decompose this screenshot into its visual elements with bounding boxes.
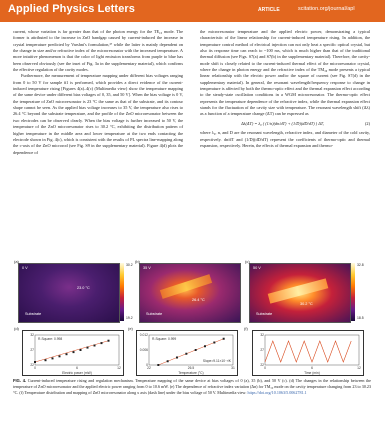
voltage-label: 35 V <box>143 266 151 270</box>
plot-frame <box>264 334 360 366</box>
multimedia-link[interactable]: https://doi.org/10.1063/5.0062781.1 <box>247 389 307 395</box>
panel-c-label: (c) <box>245 259 250 264</box>
rsquare-annotation: R-Square: 0.998 <box>38 337 62 341</box>
data-point <box>44 359 47 362</box>
x-tick-label: 12 <box>117 366 121 370</box>
data-point <box>213 341 216 344</box>
journal-header: Applied Physics Letters ARTICLE scitatio… <box>0 0 385 22</box>
caption-figure-number: FIG. 4. <box>13 378 27 383</box>
data-point <box>51 357 54 360</box>
substrate-label: Substrate <box>25 312 42 316</box>
x-tick-label: 22 <box>147 366 151 370</box>
microrod-hotspot <box>267 278 329 304</box>
panel-f-label: (f) <box>244 326 248 331</box>
data-point <box>79 349 82 351</box>
y-tick-label: 22 <box>30 363 34 367</box>
fit-line <box>158 338 224 366</box>
rsquare-annotation: R-Square: 0.999 <box>152 337 176 341</box>
thermal-image-b: 35 V 26.4 °C Substrate <box>139 263 241 323</box>
x-axis-label: Temperature (°C) <box>178 371 203 375</box>
colorbar-max: 30.2 <box>126 263 133 267</box>
y-tick-label: 27 <box>30 348 34 352</box>
thermal-image-c: 50 V 30.2 °C Substrate <box>249 263 351 323</box>
colorbar-min: 19.2 <box>126 316 133 320</box>
colorbar-min: 18.5 <box>357 316 364 320</box>
x-tick-label: 6 <box>311 366 313 370</box>
data-point <box>86 346 89 349</box>
series-line <box>264 340 352 363</box>
x-tick-label: 0 <box>264 366 266 370</box>
data-point <box>100 342 103 345</box>
y-tick-label: 0 <box>146 363 148 367</box>
plot-frame <box>148 334 234 366</box>
colorbar <box>351 263 355 321</box>
paragraph: Furthermore, the measurement of temperat… <box>13 73 183 155</box>
panel-e-label: (e) <box>128 326 133 331</box>
right-column: the microresonator temperature and the a… <box>200 29 370 149</box>
temperature-reading: 23.0 °C <box>77 286 90 290</box>
y-tick-label: 27 <box>260 348 264 352</box>
plot-f-temperature-profile: 0 6 12 22 27 32 Time (min) <box>252 330 364 376</box>
left-column: current, whose variation is far greater … <box>13 29 183 156</box>
voltage-label: 50 V <box>253 266 261 270</box>
substrate-label: Substrate <box>146 312 163 316</box>
data-point <box>72 351 75 354</box>
colorbar-max: 32.8 <box>357 263 364 267</box>
data-point <box>93 344 96 347</box>
caption-text: Current-induced temperature rising and r… <box>13 378 371 395</box>
data-point <box>194 349 197 351</box>
data-point <box>34 361 36 363</box>
plot-d-temperature-vs-power: 0 6 12 22 27 32 Electric power (mW) R-Square: 0… <box>22 330 124 376</box>
fit-line <box>34 340 109 363</box>
x-tick-label: 31 <box>231 366 235 370</box>
equation-number: (2) <box>364 120 370 126</box>
temperature-reading: 26.4 °C <box>192 298 205 302</box>
paragraph: current, whose variation is far greater … <box>13 29 183 73</box>
y-tick-label: 22 <box>260 363 264 367</box>
data-point <box>157 364 160 366</box>
data-point <box>185 352 188 355</box>
journal-title: Applied Physics Letters <box>8 3 136 15</box>
slope-annotation: Slope=9.11×10⁻³/K <box>203 359 232 363</box>
panel-d-label: (d) <box>14 326 19 331</box>
x-tick-label: 6 <box>76 366 78 370</box>
plot-e-shift-vs-temperature: 22 26.5 31 0 0.006 0.012 Temperature (°C) R-Squ… <box>136 330 238 376</box>
figure-caption: FIG. 4. Current-induced temperature risi… <box>13 378 371 395</box>
y-tick-label: 0.012 <box>140 333 148 337</box>
equation: Δλ(ΔT) = λ₀ ( (1/n)(dn/dT) + (1/D)(dD/dT… <box>200 121 370 127</box>
paragraph: where λ₀, n, and D are the resonant wave… <box>200 130 370 148</box>
panel-b-label: (b) <box>135 259 140 264</box>
x-axis-label: Electric power (mW) <box>62 371 92 375</box>
equation-text: Δλ(ΔT) = λ₀ ( (1/n)(dn/dT) + (1/D)(dD/dT… <box>241 120 324 126</box>
data-point <box>65 353 68 356</box>
y-tick-label: 32 <box>30 333 34 337</box>
temperature-reading: 30.2 °C <box>300 302 313 306</box>
data-point <box>204 345 206 348</box>
voltage-label: 0 V <box>22 266 28 270</box>
panel-a-label: (a) <box>14 259 19 264</box>
data-point <box>222 337 225 340</box>
data-point <box>58 355 61 358</box>
thermal-image-a: 0 V 23.0 °C Substrate <box>18 263 120 323</box>
x-tick-label: 12 <box>357 366 361 370</box>
x-tick-label: 0 <box>34 366 36 370</box>
y-tick-label: 32 <box>260 333 264 337</box>
microrod-hotspot <box>159 274 213 299</box>
data-point <box>166 360 169 363</box>
plot-frame <box>34 334 120 366</box>
x-tick-label: 26.5 <box>188 366 195 370</box>
article-label: ARTICLE <box>258 7 280 13</box>
x-axis-label: Time (min) <box>304 371 320 375</box>
y-tick-label: 0.006 <box>140 348 148 352</box>
journal-url-link[interactable]: scitation.org/journal/apl <box>298 6 355 12</box>
colorbar <box>120 263 124 321</box>
data-point <box>107 339 110 342</box>
paragraph: the microresonator temperature and the a… <box>200 29 370 117</box>
substrate-label: Substrate <box>256 312 273 316</box>
data-point <box>176 356 178 359</box>
